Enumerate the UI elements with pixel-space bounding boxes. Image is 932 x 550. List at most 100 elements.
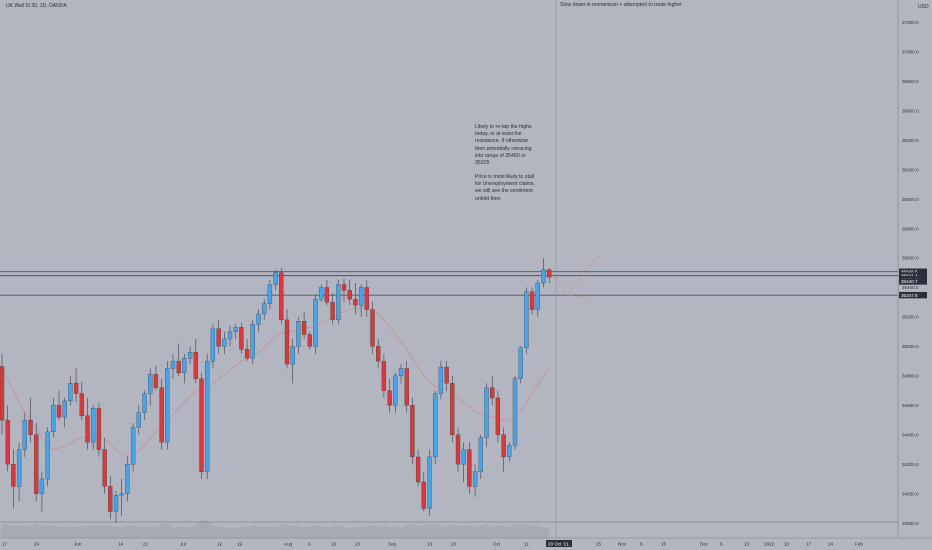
candle[interactable] — [256, 309, 261, 332]
candle[interactable] — [433, 390, 438, 465]
candle[interactable] — [427, 449, 432, 516]
candle[interactable] — [210, 324, 216, 369]
candle[interactable] — [79, 381, 84, 421]
candle[interactable] — [205, 353, 210, 480]
candle[interactable] — [119, 479, 124, 516]
candle[interactable] — [421, 471, 426, 512]
candle[interactable] — [450, 375, 455, 443]
candle[interactable] — [284, 309, 290, 369]
candle[interactable] — [273, 269, 278, 291]
candle[interactable] — [262, 299, 267, 320]
candle[interactable] — [341, 278, 347, 303]
candle[interactable] — [501, 427, 506, 472]
horizontal-levels[interactable] — [0, 271, 898, 296]
candle[interactable] — [353, 283, 358, 314]
candle[interactable] — [313, 294, 318, 354]
candle[interactable] — [541, 257, 546, 288]
candle[interactable] — [34, 423, 39, 502]
candle[interactable] — [244, 339, 250, 362]
candle[interactable] — [347, 280, 352, 306]
candle[interactable] — [85, 397, 90, 450]
candle[interactable] — [125, 456, 130, 502]
candle[interactable] — [547, 268, 552, 284]
candle[interactable] — [461, 442, 466, 482]
candle[interactable] — [410, 397, 415, 465]
candle[interactable] — [11, 449, 16, 509]
candle[interactable] — [199, 372, 204, 480]
candle[interactable] — [358, 284, 364, 317]
candle[interactable] — [51, 397, 56, 438]
candle[interactable] — [364, 280, 369, 317]
annotation-top[interactable]: Slow down in momentum + attempted to tra… — [560, 2, 682, 8]
candle[interactable] — [507, 442, 512, 462]
candle[interactable] — [222, 331, 227, 354]
candle[interactable] — [319, 284, 324, 303]
candle[interactable] — [102, 437, 107, 494]
candle[interactable] — [187, 346, 193, 365]
candle[interactable] — [467, 442, 472, 494]
candle[interactable] — [113, 490, 119, 524]
candle[interactable] — [518, 346, 523, 384]
candle[interactable] — [398, 364, 404, 384]
candle[interactable] — [301, 312, 307, 340]
candle[interactable] — [490, 375, 495, 406]
annotation-note-1[interactable]: Likely to re-tap the highs today, or at … — [475, 124, 532, 167]
candle[interactable] — [495, 390, 501, 443]
annotation-note-2[interactable]: Price is most likely to stall for Unempl… — [475, 174, 535, 202]
candle[interactable] — [182, 353, 187, 384]
candle[interactable] — [478, 434, 483, 480]
candle[interactable] — [170, 353, 176, 379]
candle[interactable] — [381, 353, 387, 398]
candle[interactable] — [136, 405, 141, 435]
candle[interactable] — [455, 427, 461, 472]
candle[interactable] — [5, 405, 10, 472]
candle[interactable] — [159, 378, 164, 450]
candle[interactable] — [28, 397, 33, 443]
time-axis-labels[interactable]: 17 24 Jun 14 21 Jul 12 19 Aug 9 16 23 Sep 13 20 Oct 11 20… — [2, 540, 863, 547]
candle[interactable] — [307, 331, 312, 350]
candle[interactable] — [39, 471, 45, 512]
candle[interactable] — [227, 325, 233, 347]
candle[interactable] — [535, 280, 540, 317]
candle[interactable] — [393, 372, 398, 413]
candle[interactable] — [153, 365, 159, 391]
candle[interactable] — [472, 464, 478, 497]
candle[interactable] — [0, 353, 5, 435]
candle[interactable] — [387, 378, 392, 413]
candle[interactable] — [524, 287, 529, 354]
candle[interactable] — [324, 280, 330, 306]
candle[interactable] — [45, 427, 50, 487]
candle[interactable] — [233, 324, 238, 340]
candle[interactable] — [16, 442, 22, 502]
candle[interactable] — [404, 361, 409, 413]
candle[interactable] — [415, 449, 421, 487]
candle[interactable] — [216, 319, 221, 354]
candle[interactable] — [250, 319, 255, 365]
candle[interactable] — [108, 476, 113, 519]
projection-drawings[interactable] — [551, 254, 600, 299]
candle[interactable] — [512, 375, 518, 450]
candle[interactable] — [73, 368, 79, 403]
candle[interactable] — [91, 405, 96, 450]
candle[interactable] — [165, 361, 170, 450]
candle[interactable] — [176, 343, 181, 376]
candle[interactable] — [438, 361, 444, 400]
candle[interactable] — [239, 322, 244, 354]
candle[interactable] — [62, 397, 67, 428]
candle[interactable] — [267, 280, 273, 310]
candle[interactable] — [279, 268, 284, 325]
candle[interactable] — [148, 368, 153, 406]
candle[interactable] — [370, 302, 375, 354]
candle[interactable] — [68, 375, 73, 406]
candle[interactable] — [336, 280, 341, 325]
candle[interactable] — [22, 412, 27, 457]
candle[interactable] — [96, 402, 102, 457]
candle[interactable] — [330, 293, 335, 325]
candle[interactable] — [193, 339, 198, 384]
candle[interactable] — [296, 316, 301, 354]
candle[interactable] — [529, 287, 535, 314]
candle[interactable] — [484, 383, 489, 447]
candle[interactable] — [444, 361, 449, 391]
candle[interactable] — [130, 423, 136, 472]
